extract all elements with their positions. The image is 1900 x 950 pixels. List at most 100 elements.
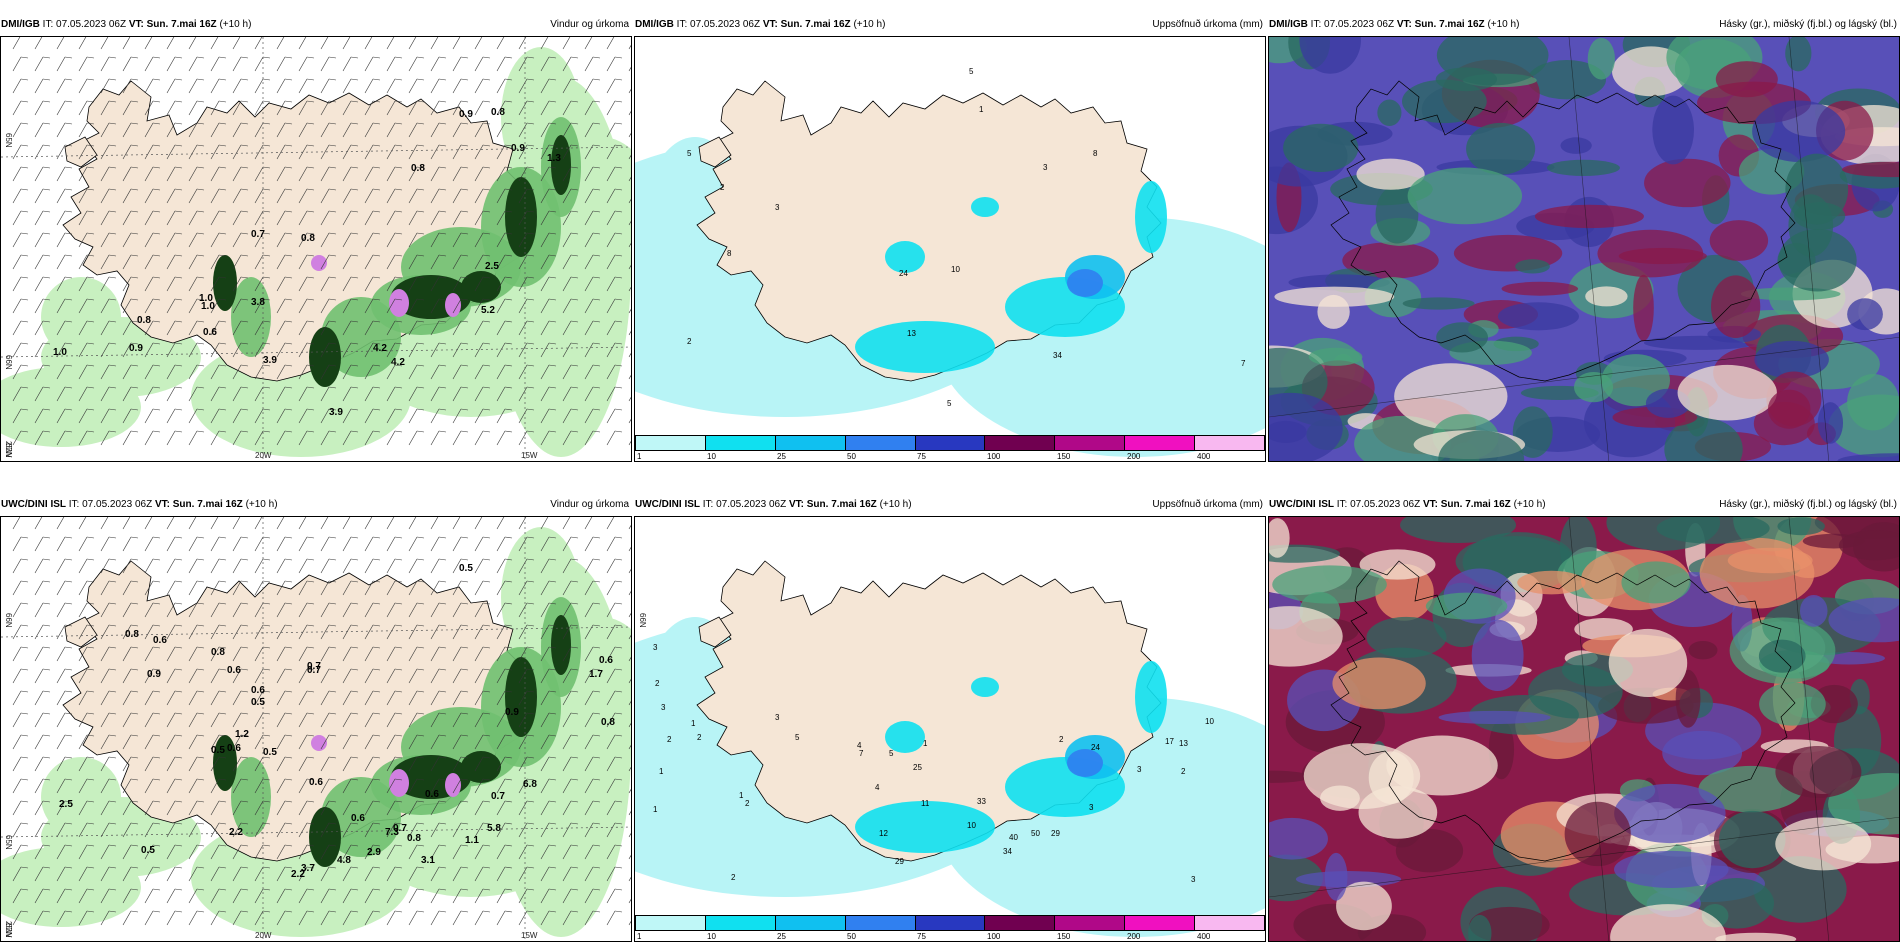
valid-time: Sun. 7.mai 16Z bbox=[1414, 19, 1485, 30]
wind-precip-map bbox=[1, 37, 631, 461]
value-label: 0.7 bbox=[307, 665, 321, 676]
value-label: 1.0 bbox=[199, 293, 213, 304]
lon-label: 25W bbox=[4, 921, 13, 938]
value-label: 24 bbox=[1091, 743, 1100, 752]
colorbar-tick: 200 bbox=[1127, 932, 1141, 941]
value-label: 1.3 bbox=[547, 153, 561, 164]
value-label: 0.9 bbox=[459, 109, 473, 120]
value-label: 0.5 bbox=[251, 697, 265, 708]
valid-time: Sun. 7.mai 16Z bbox=[172, 499, 243, 510]
valid-time: Sun. 7.mai 16Z bbox=[1440, 499, 1511, 510]
colorbar-tick: 10 bbox=[707, 452, 716, 461]
value-label: 7.3 bbox=[385, 827, 399, 838]
value-label: 2.9 bbox=[367, 847, 381, 858]
value-label: 0.9 bbox=[147, 669, 161, 680]
lead-time: (+10 h) bbox=[1513, 499, 1546, 510]
value-label: 1.7 bbox=[589, 669, 603, 680]
panel-title: Uppsöfnuð úrkoma (mm) bbox=[1152, 19, 1263, 30]
map-area: 1 10 25 50 75 100 150 200 400 3 2 3 2 1 1 2 3 5 4 7 5 1 1 2 12 25… bbox=[634, 516, 1266, 942]
panel-header: UWC/DINI ISL IT: 07.05.2023 06Z VT: Sun.… bbox=[1268, 494, 1900, 516]
value-label: 0.5 bbox=[459, 563, 473, 574]
colorbar-swatch bbox=[1055, 436, 1126, 450]
wind-precip-map bbox=[1, 517, 631, 941]
vt-label: VT: bbox=[762, 19, 778, 30]
colorbar-tick: 25 bbox=[777, 452, 786, 461]
colorbar-swatch bbox=[1195, 436, 1265, 450]
lead-time: (+10 h) bbox=[879, 499, 912, 510]
value-label: 5 bbox=[795, 733, 800, 742]
value-label: 2 bbox=[720, 183, 725, 192]
value-label: 0.8 bbox=[411, 163, 425, 174]
colorbar-tick: 50 bbox=[847, 452, 856, 461]
lon-label: 20W bbox=[255, 451, 272, 460]
value-label: 3 bbox=[1089, 803, 1094, 812]
value-label: 5 bbox=[969, 67, 974, 76]
colorbar-swatch bbox=[985, 436, 1056, 450]
valid-time: Sun. 7.mai 16Z bbox=[780, 19, 851, 30]
panel-title: Hásky (gr.), miðský (fj.bl.) og lágský (… bbox=[1719, 19, 1897, 30]
colorbar-tick: 1 bbox=[637, 452, 642, 461]
cloud-map bbox=[1269, 37, 1899, 461]
value-label: 3 bbox=[1191, 875, 1196, 884]
panel-header: UWC/DINI ISL IT: 07.05.2023 06Z VT: Sun.… bbox=[0, 494, 632, 516]
value-label: 0.9 bbox=[505, 707, 519, 718]
colorbar-tick: 400 bbox=[1197, 452, 1211, 461]
value-label: 0.6 bbox=[203, 327, 217, 338]
colorbar-swatch bbox=[705, 436, 776, 450]
value-label: 2 bbox=[687, 337, 692, 346]
value-label: 0.8 bbox=[601, 717, 615, 728]
colorbar-tick: 10 bbox=[707, 932, 716, 941]
value-label: 2 bbox=[745, 799, 750, 808]
value-label: 2.2 bbox=[229, 827, 243, 838]
value-label: 2 bbox=[667, 735, 672, 744]
init-time: IT: 07.05.2023 06Z bbox=[702, 499, 787, 510]
panel-header: DMI/IGB IT: 07.05.2023 06Z VT: Sun. 7.ma… bbox=[1268, 14, 1900, 36]
model-name: UWC/DINI ISL bbox=[1269, 499, 1334, 510]
value-label: 2 bbox=[731, 873, 736, 882]
value-label: 3 bbox=[1137, 765, 1142, 774]
lon-label: 20W bbox=[255, 931, 272, 940]
panel-header: DMI/IGB IT: 07.05.2023 06Z VT: Sun. 7.ma… bbox=[0, 14, 632, 36]
value-label: 1 bbox=[659, 767, 664, 776]
vt-label: VT: bbox=[1396, 19, 1412, 30]
value-label: 8 bbox=[727, 249, 732, 258]
value-label: 13 bbox=[1179, 739, 1188, 748]
value-label: 3 bbox=[661, 703, 666, 712]
value-label: 3.8 bbox=[251, 297, 265, 308]
value-label: 4 bbox=[875, 783, 880, 792]
value-label: 29 bbox=[895, 857, 904, 866]
lead-time: (+10 h) bbox=[1487, 19, 1520, 30]
value-label: 4.2 bbox=[391, 357, 405, 368]
value-label: 5 bbox=[889, 749, 894, 758]
value-label: 0.8 bbox=[125, 629, 139, 640]
value-label: 7 bbox=[859, 749, 864, 758]
value-label: 5.2 bbox=[481, 305, 495, 316]
panel-dmi-precip: DMI/IGB IT: 07.05.2023 06Z VT: Sun. 7.ma… bbox=[634, 14, 1266, 462]
value-label: 1.0 bbox=[53, 347, 67, 358]
lat-label: 65N bbox=[4, 133, 13, 148]
colorbar-swatch bbox=[1055, 916, 1126, 930]
value-label: 24 bbox=[899, 269, 908, 278]
value-label: 10 bbox=[1205, 717, 1214, 726]
value-label: 25 bbox=[913, 763, 922, 772]
value-label: 3 bbox=[1043, 163, 1048, 172]
colorbar-tick: 100 bbox=[987, 932, 1001, 941]
value-label: 10 bbox=[951, 265, 960, 274]
value-label: 0.9 bbox=[129, 343, 143, 354]
lead-time: (+10 h) bbox=[853, 19, 886, 30]
panel-uwc-wind: UWC/DINI ISL IT: 07.05.2023 06Z VT: Sun.… bbox=[0, 494, 632, 942]
value-label: 10 bbox=[967, 821, 976, 830]
value-label: 0.5 bbox=[141, 845, 155, 856]
value-label: 0.6 bbox=[227, 743, 241, 754]
value-label: 0.7 bbox=[251, 229, 265, 240]
colorbar-swatch bbox=[636, 916, 706, 930]
value-label: 4.2 bbox=[373, 343, 387, 354]
panel-uwc-precip: UWC/DINI ISL IT: 07.05.2023 06Z VT: Sun.… bbox=[634, 494, 1266, 942]
panel-title: Vindur og úrkoma bbox=[550, 19, 629, 30]
lat-label: 65N bbox=[4, 835, 13, 850]
value-label: 3 bbox=[775, 713, 780, 722]
map-area bbox=[1268, 36, 1900, 462]
colorbar-tick: 100 bbox=[987, 452, 1001, 461]
vt-label: VT: bbox=[788, 499, 804, 510]
value-label: 0.6 bbox=[251, 685, 265, 696]
